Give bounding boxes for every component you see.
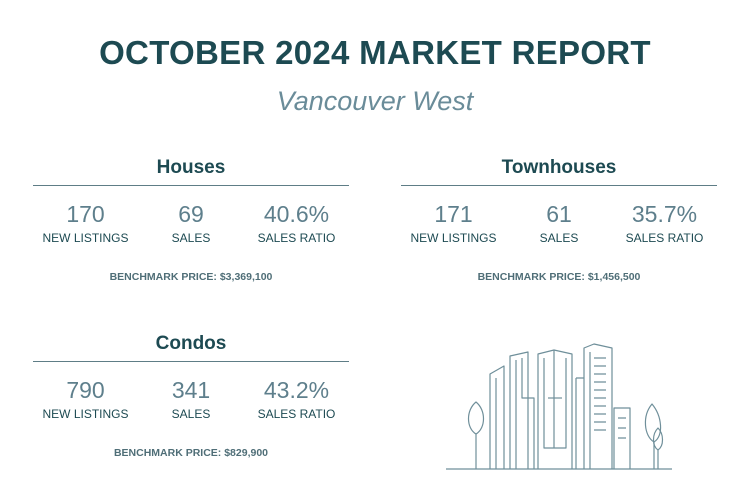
stat-value: 40.6% xyxy=(263,201,330,227)
stats-row: 170 NEW LISTINGS 69 SALES 40.6% SALES RA… xyxy=(33,200,349,245)
stat-label: NEW LISTINGS xyxy=(42,231,129,245)
section-divider xyxy=(33,185,349,186)
stat-label: NEW LISTINGS xyxy=(42,407,129,421)
stat-value: 790 xyxy=(66,377,105,403)
stat-sales: 61 SALES xyxy=(507,200,612,245)
benchmark-price: BENCHMARK PRICE: $3,369,100 xyxy=(109,271,273,283)
section-title: Condos xyxy=(155,333,227,354)
section-houses: Houses 170 NEW LISTINGS 69 SALES 40.6% S… xyxy=(33,156,349,283)
stat-sales: 69 SALES xyxy=(139,200,244,245)
stat-sales: 341 SALES xyxy=(139,376,244,421)
city-skyline-icon xyxy=(446,343,672,470)
benchmark-price: BENCHMARK PRICE: $829,900 xyxy=(113,447,269,459)
stat-label: SALES RATIO xyxy=(257,231,336,245)
stat-new-listings: 171 NEW LISTINGS xyxy=(401,200,506,245)
stat-value: 43.2% xyxy=(263,377,330,403)
stat-new-listings: 790 NEW LISTINGS xyxy=(33,376,138,421)
section-title: Houses xyxy=(156,157,226,178)
stat-sales-ratio: 35.7% SALES RATIO xyxy=(612,200,717,245)
stat-label: SALES RATIO xyxy=(257,407,336,421)
report-subtitle: Vancouver West xyxy=(276,86,474,116)
stat-label: SALES xyxy=(171,407,211,421)
stat-value: 61 xyxy=(546,201,572,227)
stat-value: 341 xyxy=(171,377,211,403)
stat-value: 171 xyxy=(434,201,473,227)
section-townhouses: Townhouses 171 NEW LISTINGS 61 SALES 35.… xyxy=(401,156,717,283)
report-title: OCTOBER 2024 MARKET REPORT xyxy=(99,34,651,71)
stat-new-listings: 170 NEW LISTINGS xyxy=(33,200,138,245)
stat-value: 35.7% xyxy=(631,201,698,227)
stat-sales-ratio: 43.2% SALES RATIO xyxy=(244,376,349,421)
section-title: Townhouses xyxy=(501,157,617,178)
stat-value: 170 xyxy=(66,201,105,227)
section-divider xyxy=(401,185,717,186)
stat-label: SALES RATIO xyxy=(625,231,704,245)
stat-sales-ratio: 40.6% SALES RATIO xyxy=(244,200,349,245)
stat-value: 69 xyxy=(178,201,204,227)
stat-label: SALES xyxy=(539,231,579,245)
stat-label: NEW LISTINGS xyxy=(410,231,497,245)
benchmark-price: BENCHMARK PRICE: $1,456,500 xyxy=(477,271,641,283)
stats-row: 790 NEW LISTINGS 341 SALES 43.2% SALES R… xyxy=(33,376,349,421)
stats-row: 171 NEW LISTINGS 61 SALES 35.7% SALES RA… xyxy=(401,200,717,245)
section-divider xyxy=(33,361,349,362)
stat-label: SALES xyxy=(171,231,211,245)
section-condos: Condos 790 NEW LISTINGS 341 SALES 43.2% … xyxy=(33,332,349,459)
